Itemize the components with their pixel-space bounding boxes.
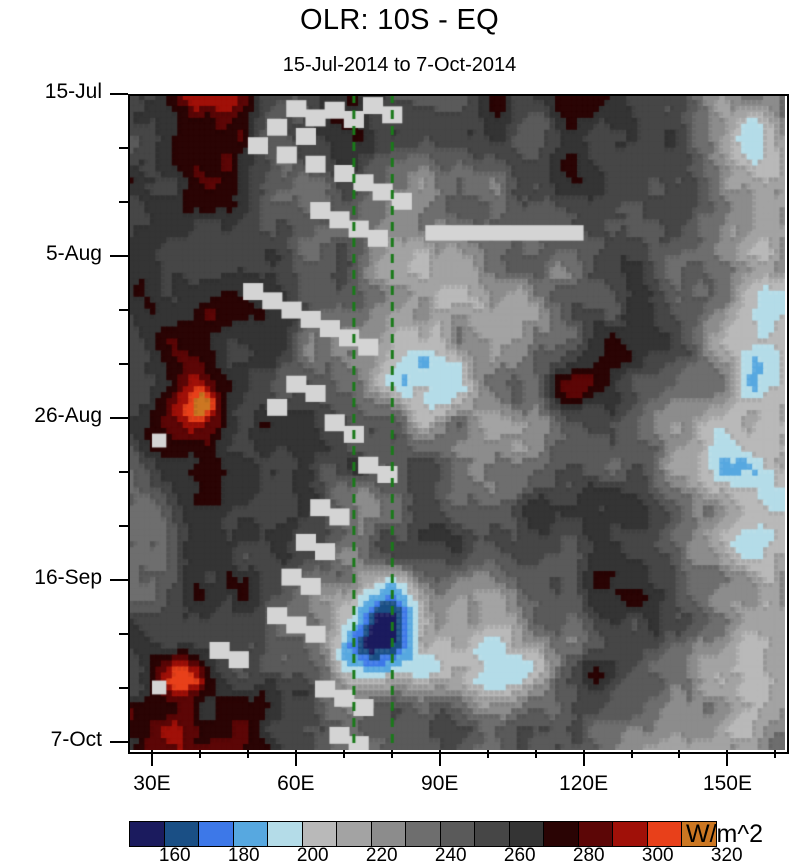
colorbar-tick-labels: 160 180 200 220 240 260 280 300 320 — [129, 845, 743, 867]
colorbar-swatch — [268, 822, 303, 846]
y-axis-minor-tick — [119, 687, 128, 690]
x-axis-longitude: 30E 60E 90E 120E 150E — [128, 750, 785, 810]
y-axis-major-tick — [110, 579, 128, 582]
y-axis-major-tick — [110, 741, 128, 744]
colorbar-swatch — [475, 822, 510, 846]
colorbar-swatch — [302, 822, 337, 846]
x-axis-minor-tick — [198, 750, 201, 758]
x-axis-major-tick — [582, 750, 585, 766]
y-axis-minor-tick — [119, 201, 128, 204]
y-axis-minor-tick — [119, 309, 128, 312]
y-axis-minor-tick — [119, 363, 128, 366]
colorbar-tick-240: 240 — [434, 845, 467, 866]
x-axis-major-tick — [438, 750, 441, 766]
colorbar-swatch — [440, 822, 475, 846]
colorbar-swatch — [199, 822, 234, 846]
colorbar-tick-160: 160 — [158, 845, 191, 866]
y-axis-label-15-jul: 15-Jul — [44, 80, 102, 103]
y-axis-dates: 15-Jul 5-Aug 26-Aug 16-Sep 7-Oct — [0, 80, 128, 752]
y-axis-minor-tick — [119, 633, 128, 636]
x-axis-minor-tick — [390, 750, 393, 758]
y-axis-major-tick — [110, 93, 128, 95]
page-title: OLR: 10S - EQ — [300, 4, 499, 36]
colorbar-swatch — [337, 822, 372, 846]
y-axis-label-16-sep: 16-Sep — [34, 566, 102, 590]
x-axis-minor-tick — [534, 750, 537, 758]
colorbar-tick-220: 220 — [365, 845, 398, 866]
x-axis-minor-tick — [678, 750, 681, 758]
y-axis-label-26-aug: 26-Aug — [34, 404, 102, 428]
x-axis-major-tick — [726, 750, 729, 766]
y-axis-minor-tick — [119, 147, 128, 150]
colorbar-swatch — [371, 822, 406, 846]
x-axis-label-90e: 90E — [421, 772, 459, 795]
x-axis-minor-tick — [486, 750, 489, 758]
y-axis-minor-tick — [119, 471, 128, 474]
colorbar-swatch — [647, 822, 682, 846]
colorbar — [129, 821, 717, 847]
x-axis-label-60e: 60E — [277, 772, 315, 795]
colorbar-tick-200: 200 — [296, 845, 329, 866]
y-axis-major-tick — [110, 255, 128, 258]
colorbar-tick-180: 180 — [227, 845, 260, 866]
y-axis-label-7-oct: 7-Oct — [50, 728, 102, 752]
x-axis-label-30e: 30E — [133, 772, 171, 795]
colorbar-swatch — [233, 822, 268, 846]
colorbar-swatch — [164, 822, 199, 846]
colorbar-swatch — [682, 822, 716, 846]
x-axis-label-150e: 150E — [702, 772, 752, 795]
colorbar-swatch — [613, 822, 648, 846]
colorbar-swatch — [130, 822, 165, 846]
colorbar-tick-320: 320 — [710, 845, 743, 866]
y-axis-label-5-aug: 5-Aug — [45, 242, 102, 266]
x-axis-minor-tick — [246, 750, 249, 758]
x-axis-label-120e: 120E — [559, 772, 609, 795]
colorbar-swatch — [509, 822, 544, 846]
colorbar-units-label: W/m^2 — [686, 820, 764, 848]
colorbar-tick-280: 280 — [572, 845, 605, 866]
colorbar-tick-260: 260 — [503, 845, 536, 866]
olr-heatmap-canvas — [128, 94, 785, 750]
y-axis-major-tick — [110, 417, 128, 420]
x-axis-minor-tick — [630, 750, 633, 758]
date-range-subtitle: 15-Jul-2014 to 7-Oct-2014 — [282, 54, 517, 76]
y-axis-minor-tick — [119, 525, 128, 528]
colorbar-swatch — [406, 822, 441, 846]
colorbar-swatch — [578, 822, 613, 846]
colorbar-swatch — [544, 822, 579, 846]
x-axis-major-tick — [294, 750, 297, 766]
x-axis-minor-tick — [774, 750, 777, 758]
x-axis-major-tick — [150, 750, 153, 766]
hovmoller-plot-area — [128, 94, 785, 750]
x-axis-minor-tick — [342, 750, 345, 758]
colorbar-tick-300: 300 — [641, 845, 674, 866]
